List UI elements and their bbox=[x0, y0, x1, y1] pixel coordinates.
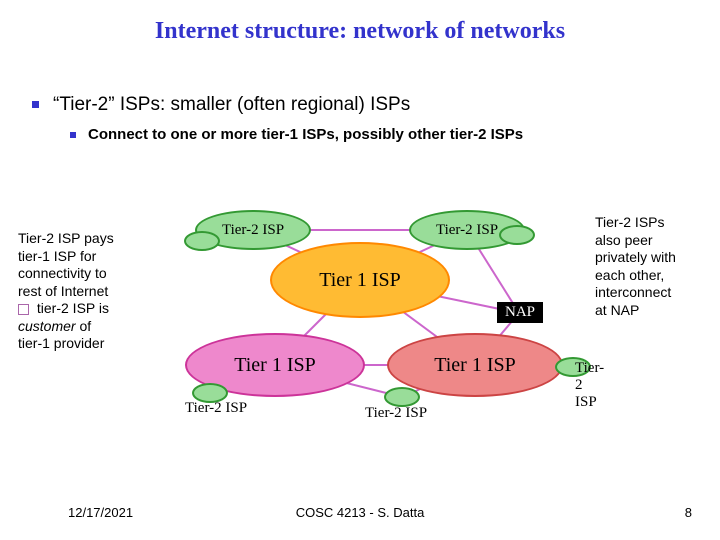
slide-title: Internet structure: network of networks bbox=[0, 18, 720, 45]
footer-course: COSC 4213 - S. Datta bbox=[0, 505, 720, 520]
tier2-cloud-icon bbox=[184, 231, 220, 251]
tier1-label: Tier 1 ISP bbox=[434, 354, 516, 377]
bullet-square-icon bbox=[70, 132, 76, 138]
tier2-cloud-icon bbox=[384, 387, 420, 407]
leftnote-line: tier-2 ISP is bbox=[33, 300, 109, 316]
rightnote-line: each other, bbox=[595, 267, 664, 283]
bullet-2-text: Connect to one or more tier-1 ISPs, poss… bbox=[88, 126, 523, 143]
tier1-label: Tier 1 ISP bbox=[234, 354, 316, 377]
bullet-1-text: “Tier-2” ISPs: smaller (often regional) … bbox=[53, 94, 410, 116]
leftnote-line: of bbox=[76, 318, 92, 334]
leftnote-line: tier-1 ISP for bbox=[18, 248, 96, 264]
rightnote-line: also peer bbox=[595, 232, 653, 248]
checkbox-icon bbox=[18, 304, 29, 315]
bullet-level-2: Connect to one or more tier-1 ISPs, poss… bbox=[70, 126, 523, 143]
tier1-isp-top: Tier 1 ISP bbox=[270, 242, 450, 318]
rightnote-line: privately with bbox=[595, 249, 676, 265]
footer-page-number: 8 bbox=[685, 505, 692, 520]
bullet-level-1: “Tier-2” ISPs: smaller (often regional) … bbox=[32, 94, 410, 116]
leftnote-line: connectivity to bbox=[18, 265, 107, 281]
tier1-label: Tier 1 ISP bbox=[319, 269, 401, 292]
left-annotation: Tier-2 ISP pays tier-1 ISP for connectiv… bbox=[18, 230, 158, 353]
tier2-label-bottom-center: Tier-2 ISP bbox=[365, 405, 427, 422]
leftnote-line: tier-1 provider bbox=[18, 335, 104, 351]
nap-box: NAP bbox=[497, 302, 543, 323]
tier2-cloud-icon bbox=[499, 225, 535, 245]
tier2-label-bottom-right: Tier-2 ISP bbox=[575, 360, 604, 411]
right-annotation: Tier-2 ISPs also peer privately with eac… bbox=[595, 214, 715, 319]
tier2-label: Tier-2 ISP bbox=[436, 222, 498, 239]
network-diagram: Tier 1 ISP Tier 1 ISP Tier 1 ISP NAP Tie… bbox=[155, 205, 595, 445]
leftnote-line: rest of Internet bbox=[18, 283, 108, 299]
leftnote-line: Tier-2 ISP pays bbox=[18, 230, 114, 246]
tier2-label-bottom-left: Tier-2 ISP bbox=[185, 400, 247, 417]
rightnote-line: Tier-2 ISPs bbox=[595, 214, 665, 230]
tier2-label: Tier-2 ISP bbox=[222, 222, 284, 239]
tier1-isp-bottom-right: Tier 1 ISP bbox=[387, 333, 563, 397]
leftnote-italic: customer bbox=[18, 318, 76, 334]
rightnote-line: interconnect bbox=[595, 284, 671, 300]
bullet-square-icon bbox=[32, 101, 39, 108]
rightnote-line: at NAP bbox=[595, 302, 639, 318]
